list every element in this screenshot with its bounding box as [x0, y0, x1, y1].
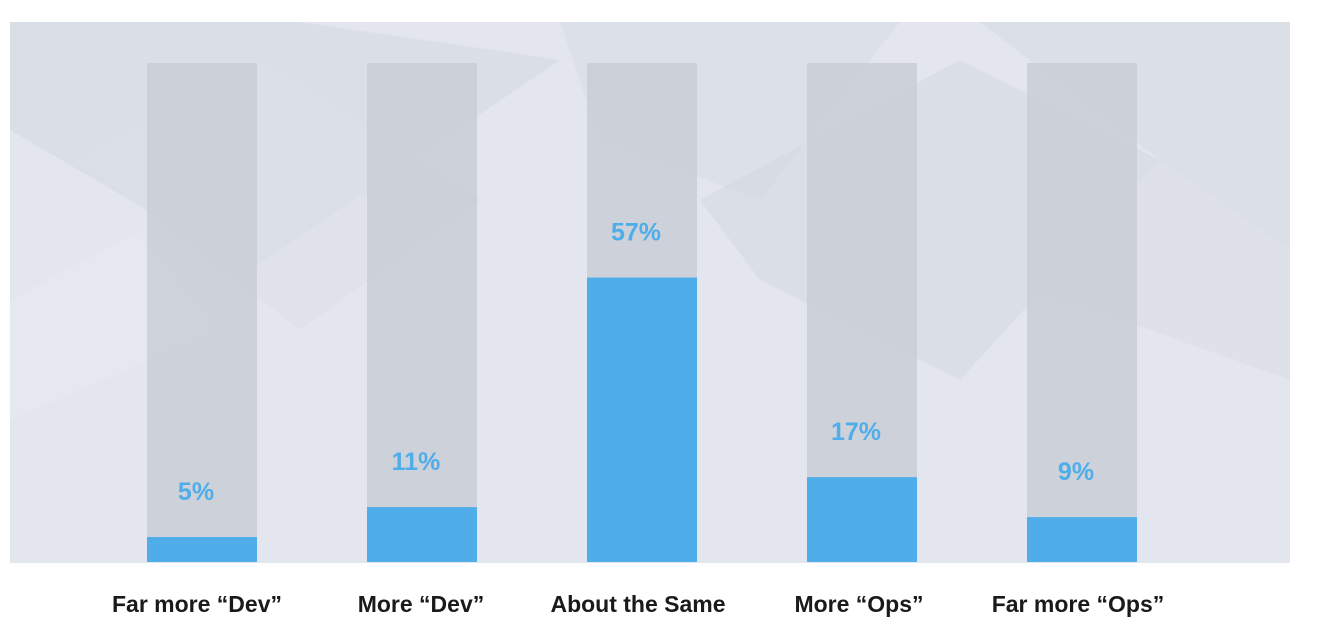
bars	[147, 277, 1137, 562]
bar-about-the-same	[587, 277, 697, 562]
bar-more-dev	[367, 507, 477, 562]
category-label-more-dev: More “Dev”	[358, 591, 485, 617]
category-label-about-the-same: About the Same	[550, 591, 725, 617]
bar-more-ops	[807, 477, 917, 562]
value-label-about-the-same: 57%	[611, 219, 661, 247]
value-labels: 5% 11% 57% 17% 9%	[178, 219, 1094, 506]
value-label-more-ops: 17%	[831, 418, 881, 446]
bar-far-more-dev	[147, 537, 257, 562]
category-label-far-more-dev: Far more “Dev”	[112, 591, 282, 617]
bar-tracks	[147, 63, 1137, 562]
bar-track-far-more-ops	[1027, 63, 1137, 562]
bar-track-more-dev	[367, 63, 477, 562]
value-label-more-dev: 11%	[392, 448, 441, 476]
value-label-far-more-dev: 5%	[178, 478, 214, 506]
category-label-more-ops: More “Ops”	[794, 591, 923, 617]
bar-track-far-more-dev	[147, 63, 257, 562]
category-labels: Far more “Dev” More “Dev” About the Same Mo…	[112, 591, 1164, 617]
value-label-far-more-ops: 9%	[1058, 458, 1094, 486]
category-label-far-more-ops: Far more “Ops”	[992, 591, 1165, 617]
bar-far-more-ops	[1027, 517, 1137, 562]
